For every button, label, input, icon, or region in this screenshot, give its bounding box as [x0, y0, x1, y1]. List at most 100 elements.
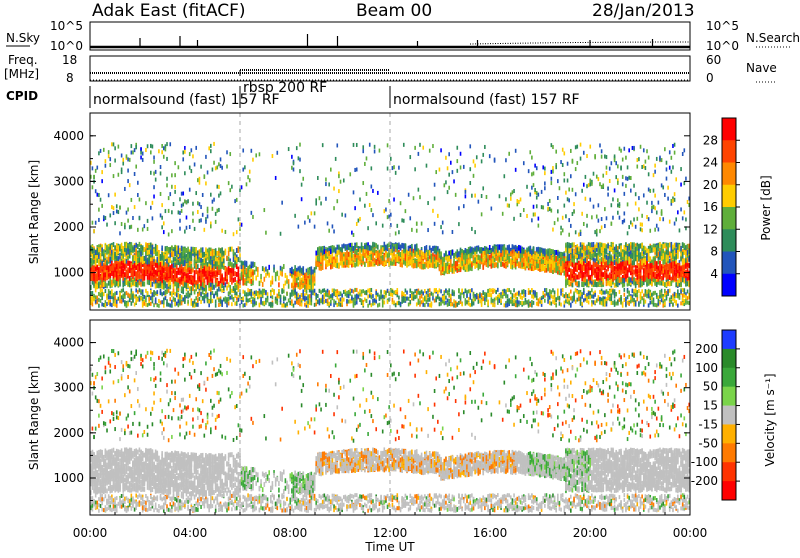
power-cell — [372, 254, 374, 259]
power-cell — [288, 147, 290, 151]
power-cell — [304, 284, 306, 289]
power-cell — [127, 293, 129, 297]
power-cell — [330, 264, 332, 269]
power-cell — [178, 299, 180, 303]
power-cell — [247, 292, 249, 296]
power-cell — [137, 193, 139, 197]
power-cell — [166, 268, 168, 273]
power-cell — [491, 293, 493, 297]
power-cell — [495, 250, 497, 255]
power-cell — [359, 217, 361, 221]
power-cell — [518, 300, 520, 304]
power-cell — [105, 216, 107, 220]
nsearch-label: N.Search — [746, 31, 800, 45]
power-cell — [353, 299, 355, 303]
power-cell — [202, 296, 204, 300]
power-cell — [131, 225, 133, 229]
power-cell — [349, 260, 351, 265]
power-cell — [124, 279, 126, 284]
power-cell — [354, 168, 356, 172]
power-cell — [163, 155, 165, 159]
power-cell — [140, 151, 142, 155]
cpid-segment-3: normalsound (fast) 157 RF — [393, 92, 580, 108]
power-cell — [148, 245, 150, 250]
power-cell — [348, 290, 350, 294]
power-cell — [182, 151, 184, 155]
power-cell — [225, 267, 227, 272]
power-cell — [166, 284, 168, 289]
power-cell — [173, 297, 175, 301]
power-cell — [168, 282, 170, 287]
power-cell — [215, 270, 217, 275]
power-cell — [145, 251, 147, 256]
power-cell — [307, 282, 309, 287]
power-cell — [491, 253, 493, 258]
power-cell — [171, 275, 173, 280]
power-cell — [163, 255, 165, 260]
power-cell — [144, 256, 146, 261]
power-cell — [238, 257, 240, 262]
power-cell — [328, 295, 330, 299]
power-cell — [210, 251, 212, 256]
power-cell — [113, 251, 115, 256]
power-cell — [330, 294, 332, 298]
power-cell — [140, 282, 142, 287]
power-cell — [122, 263, 124, 268]
power-cell — [458, 251, 460, 256]
power-cell — [465, 259, 467, 264]
power-cell — [129, 244, 131, 249]
power-cell — [139, 280, 141, 285]
power-cell — [497, 245, 499, 250]
power-cell — [444, 183, 446, 187]
power-cell — [212, 260, 214, 265]
power-cell — [463, 255, 465, 260]
power-cell — [497, 256, 499, 261]
power-cell — [406, 250, 408, 255]
power-cell — [92, 265, 94, 270]
power-cell — [95, 250, 97, 255]
power-cell — [156, 283, 158, 288]
power-cell — [116, 204, 118, 208]
power-cell — [259, 294, 261, 298]
power-cell — [92, 166, 94, 170]
power-cell — [283, 297, 285, 301]
power-cell — [333, 289, 335, 293]
power-cell — [302, 177, 304, 181]
power-cell — [153, 261, 155, 266]
power-cell — [302, 283, 304, 288]
power-cell — [229, 152, 231, 156]
power-cell — [184, 295, 186, 299]
power-cell — [145, 255, 147, 260]
power-cell — [114, 245, 116, 250]
power-cell — [212, 249, 214, 254]
power-cell — [165, 209, 167, 213]
power-cell — [202, 289, 204, 293]
power-cell — [234, 271, 236, 276]
power-cell — [142, 245, 144, 250]
power-cell — [176, 273, 178, 278]
power-cell — [348, 300, 350, 304]
power-cell — [285, 303, 287, 307]
power-cell — [385, 260, 387, 265]
cpid-segment-2: rbsp 200 RF — [243, 80, 327, 96]
power-cell — [476, 247, 478, 252]
power-cell — [208, 299, 210, 303]
power-cell — [431, 248, 433, 253]
power-cell — [186, 257, 188, 262]
power-cell — [218, 299, 220, 303]
nsky-trace — [90, 34, 690, 47]
power-cell — [416, 295, 418, 299]
power-cell — [178, 283, 180, 288]
power-cell — [127, 302, 129, 306]
power-cell — [301, 197, 303, 201]
power-cell — [220, 259, 222, 264]
power-cell — [101, 273, 103, 278]
power-cell — [333, 299, 335, 303]
power-cell — [93, 265, 95, 270]
power-cell — [377, 293, 379, 297]
cpid-row: CPID normalsound (fast) 157 RF rbsp 200 … — [6, 80, 580, 108]
power-cell — [98, 304, 100, 308]
power-cell — [447, 303, 449, 307]
power-cell — [244, 269, 246, 274]
power-cell — [465, 289, 467, 293]
